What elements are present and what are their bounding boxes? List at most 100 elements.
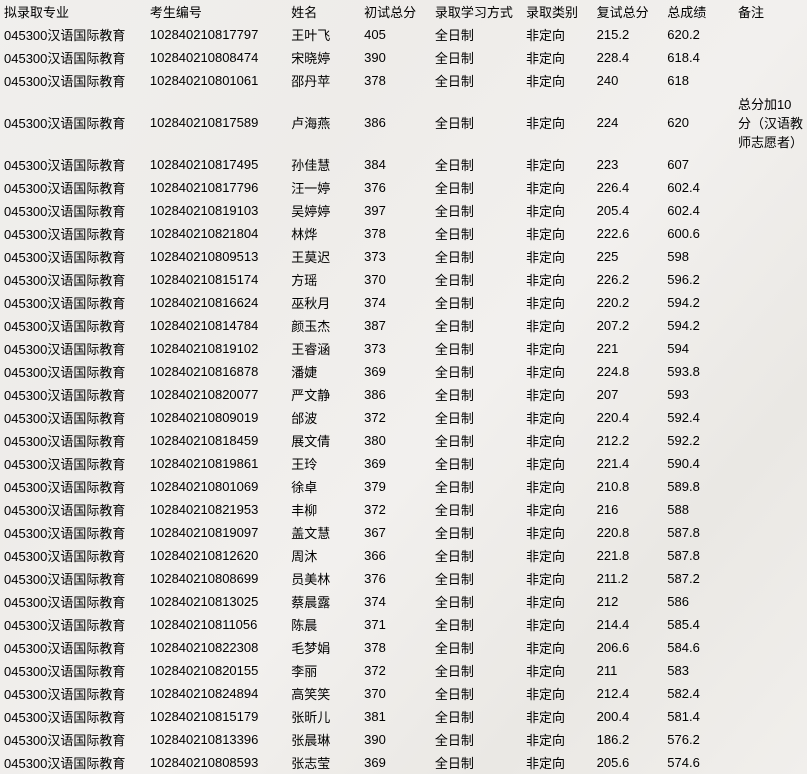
- cell-id: 102840210816878: [146, 360, 287, 383]
- table-row: 045300汉语国际教育102840210801061邵丹苹378全日制非定向2…: [0, 69, 807, 92]
- cell-score1: 405: [360, 23, 431, 46]
- cell-major: 045300汉语国际教育: [0, 728, 146, 751]
- cell-remark: [734, 705, 807, 728]
- cell-type: 非定向: [522, 636, 593, 659]
- cell-id: 102840210811056: [146, 613, 287, 636]
- cell-name: 张志莹: [287, 751, 360, 774]
- table-row: 045300汉语国际教育102840210808699员美林376全日制非定向2…: [0, 567, 807, 590]
- cell-total: 586: [663, 590, 734, 613]
- col-header-major: 拟录取专业: [0, 0, 146, 23]
- table-row: 045300汉语国际教育102840210817589卢海燕386全日制非定向2…: [0, 92, 807, 153]
- cell-score2: 220.4: [593, 406, 664, 429]
- table-row: 045300汉语国际教育102840210824894高笑笑370全日制非定向2…: [0, 682, 807, 705]
- cell-score2: 222.6: [593, 222, 664, 245]
- cell-major: 045300汉语国际教育: [0, 498, 146, 521]
- cell-major: 045300汉语国际教育: [0, 567, 146, 590]
- cell-score1: 374: [360, 291, 431, 314]
- table-row: 045300汉语国际教育102840210801069徐卓379全日制非定向21…: [0, 475, 807, 498]
- table-row: 045300汉语国际教育102840210813396张晨琳390全日制非定向1…: [0, 728, 807, 751]
- cell-mode: 全日制: [431, 498, 522, 521]
- cell-type: 非定向: [522, 452, 593, 475]
- cell-mode: 全日制: [431, 199, 522, 222]
- cell-score1: 376: [360, 567, 431, 590]
- cell-remark: [734, 567, 807, 590]
- cell-id: 102840210820155: [146, 659, 287, 682]
- cell-mode: 全日制: [431, 176, 522, 199]
- cell-major: 045300汉语国际教育: [0, 360, 146, 383]
- cell-score2: 211: [593, 659, 664, 682]
- cell-type: 非定向: [522, 705, 593, 728]
- cell-major: 045300汉语国际教育: [0, 751, 146, 774]
- col-header-mode: 录取学习方式: [431, 0, 522, 23]
- cell-id: 102840210818459: [146, 429, 287, 452]
- cell-total: 576.2: [663, 728, 734, 751]
- cell-name: 巫秋月: [287, 291, 360, 314]
- cell-score2: 215.2: [593, 23, 664, 46]
- cell-score1: 376: [360, 176, 431, 199]
- cell-name: 汪一婷: [287, 176, 360, 199]
- table-row: 045300汉语国际教育102840210816624巫秋月374全日制非定向2…: [0, 291, 807, 314]
- cell-major: 045300汉语国际教育: [0, 475, 146, 498]
- cell-type: 非定向: [522, 23, 593, 46]
- cell-type: 非定向: [522, 199, 593, 222]
- cell-remark: 总分加10分（汉语教师志愿者）: [734, 92, 807, 153]
- cell-name: 徐卓: [287, 475, 360, 498]
- cell-id: 102840210814784: [146, 314, 287, 337]
- cell-mode: 全日制: [431, 751, 522, 774]
- cell-score1: 384: [360, 153, 431, 176]
- cell-name: 邵丹苹: [287, 69, 360, 92]
- cell-type: 非定向: [522, 521, 593, 544]
- table-row: 045300汉语国际教育102840210808593张志莹369全日制非定向2…: [0, 751, 807, 774]
- cell-score1: 378: [360, 636, 431, 659]
- cell-remark: [734, 682, 807, 705]
- cell-score2: 221.8: [593, 544, 664, 567]
- cell-remark: [734, 613, 807, 636]
- cell-major: 045300汉语国际教育: [0, 337, 146, 360]
- cell-mode: 全日制: [431, 314, 522, 337]
- cell-score1: 374: [360, 590, 431, 613]
- cell-type: 非定向: [522, 291, 593, 314]
- cell-remark: [734, 636, 807, 659]
- cell-mode: 全日制: [431, 291, 522, 314]
- table-row: 045300汉语国际教育102840210819861王玲369全日制非定向22…: [0, 452, 807, 475]
- cell-score2: 207: [593, 383, 664, 406]
- cell-remark: [734, 406, 807, 429]
- cell-score2: 223: [593, 153, 664, 176]
- cell-major: 045300汉语国际教育: [0, 521, 146, 544]
- table-row: 045300汉语国际教育102840210819097盖文慧367全日制非定向2…: [0, 521, 807, 544]
- col-header-total: 总成绩: [663, 0, 734, 23]
- cell-type: 非定向: [522, 567, 593, 590]
- cell-remark: [734, 23, 807, 46]
- cell-major: 045300汉语国际教育: [0, 153, 146, 176]
- cell-mode: 全日制: [431, 46, 522, 69]
- cell-remark: [734, 360, 807, 383]
- cell-total: 589.8: [663, 475, 734, 498]
- cell-id: 102840210812620: [146, 544, 287, 567]
- cell-id: 102840210820077: [146, 383, 287, 406]
- cell-score1: 379: [360, 475, 431, 498]
- cell-remark: [734, 337, 807, 360]
- cell-score1: 369: [360, 360, 431, 383]
- cell-id: 102840210817495: [146, 153, 287, 176]
- cell-score1: 390: [360, 46, 431, 69]
- cell-name: 蔡晨露: [287, 590, 360, 613]
- admissions-table: 拟录取专业考生编号姓名初试总分录取学习方式录取类别复试总分总成绩备注 04530…: [0, 0, 807, 774]
- cell-score1: 386: [360, 383, 431, 406]
- cell-remark: [734, 176, 807, 199]
- cell-name: 卢海燕: [287, 92, 360, 153]
- cell-id: 102840210808474: [146, 46, 287, 69]
- col-header-id: 考生编号: [146, 0, 287, 23]
- cell-remark: [734, 498, 807, 521]
- cell-score1: 369: [360, 751, 431, 774]
- cell-total: 581.4: [663, 705, 734, 728]
- cell-score1: 378: [360, 222, 431, 245]
- cell-name: 孙佳慧: [287, 153, 360, 176]
- cell-score2: 224.8: [593, 360, 664, 383]
- cell-major: 045300汉语国际教育: [0, 613, 146, 636]
- col-header-score2: 复试总分: [593, 0, 664, 23]
- cell-score1: 366: [360, 544, 431, 567]
- cell-score2: 214.4: [593, 613, 664, 636]
- cell-score1: 378: [360, 69, 431, 92]
- cell-major: 045300汉语国际教育: [0, 291, 146, 314]
- cell-type: 非定向: [522, 46, 593, 69]
